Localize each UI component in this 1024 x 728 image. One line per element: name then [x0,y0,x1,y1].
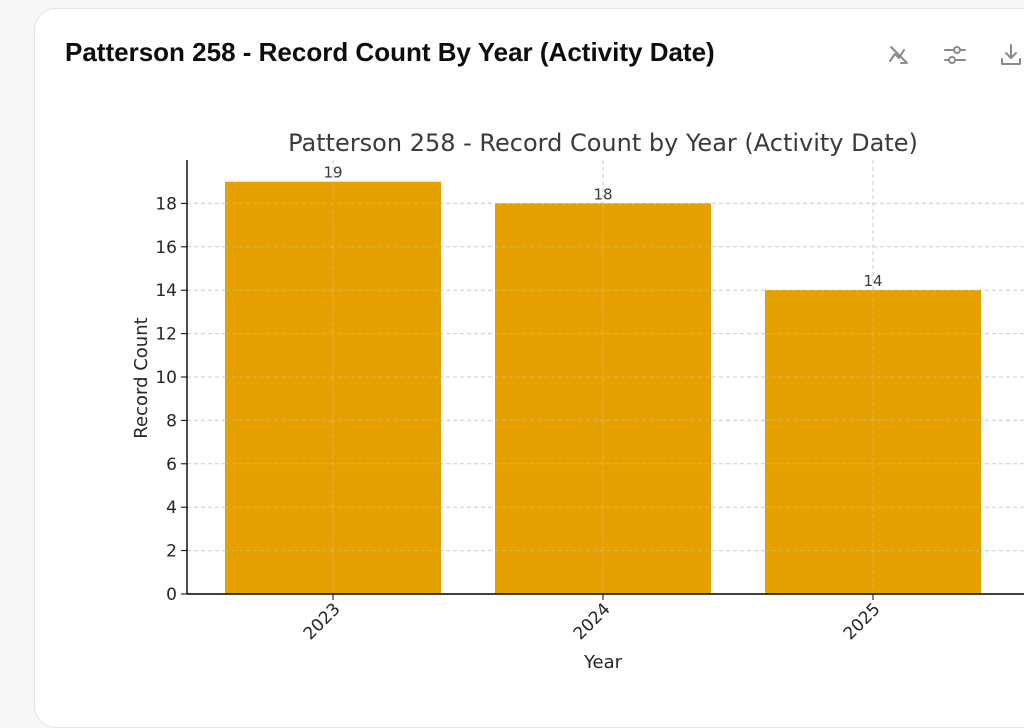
data-label: 19 [323,164,342,182]
hide-chart-icon [889,46,908,64]
settings-button[interactable] [937,37,973,73]
data-label: 14 [863,272,882,290]
x-tick-label: 2025 [840,599,885,644]
card-title: Patterson 258 - Record Count By Year (Ac… [65,37,715,67]
x-tick-label: 2024 [570,599,615,644]
bar-chart: Patterson 258 - Record Count by Year (Ac… [131,129,1024,673]
x-tick-label: 2023 [300,599,345,644]
download-button[interactable] [993,37,1024,73]
download-icon [1001,44,1021,65]
y-tick-label: 6 [166,455,177,475]
x-axis-label: Year [583,652,623,673]
y-tick-label: 4 [166,498,177,518]
sliders-icon [944,46,966,64]
y-axis-label: Record Count [131,317,152,438]
y-tick-label: 0 [166,585,177,605]
chart-toolbar [881,37,1024,73]
y-tick-label: 2 [166,542,177,562]
y-tick-label: 8 [166,411,177,431]
y-tick-label: 16 [155,238,177,258]
y-tick-label: 18 [155,194,177,214]
data-label: 18 [593,185,612,203]
y-tick-label: 12 [155,325,177,345]
y-tick-label: 14 [155,281,177,301]
chart-title: Patterson 258 - Record Count by Year (Ac… [288,129,918,157]
y-tick-label: 10 [155,368,177,388]
hide-chart-button[interactable] [881,37,917,73]
